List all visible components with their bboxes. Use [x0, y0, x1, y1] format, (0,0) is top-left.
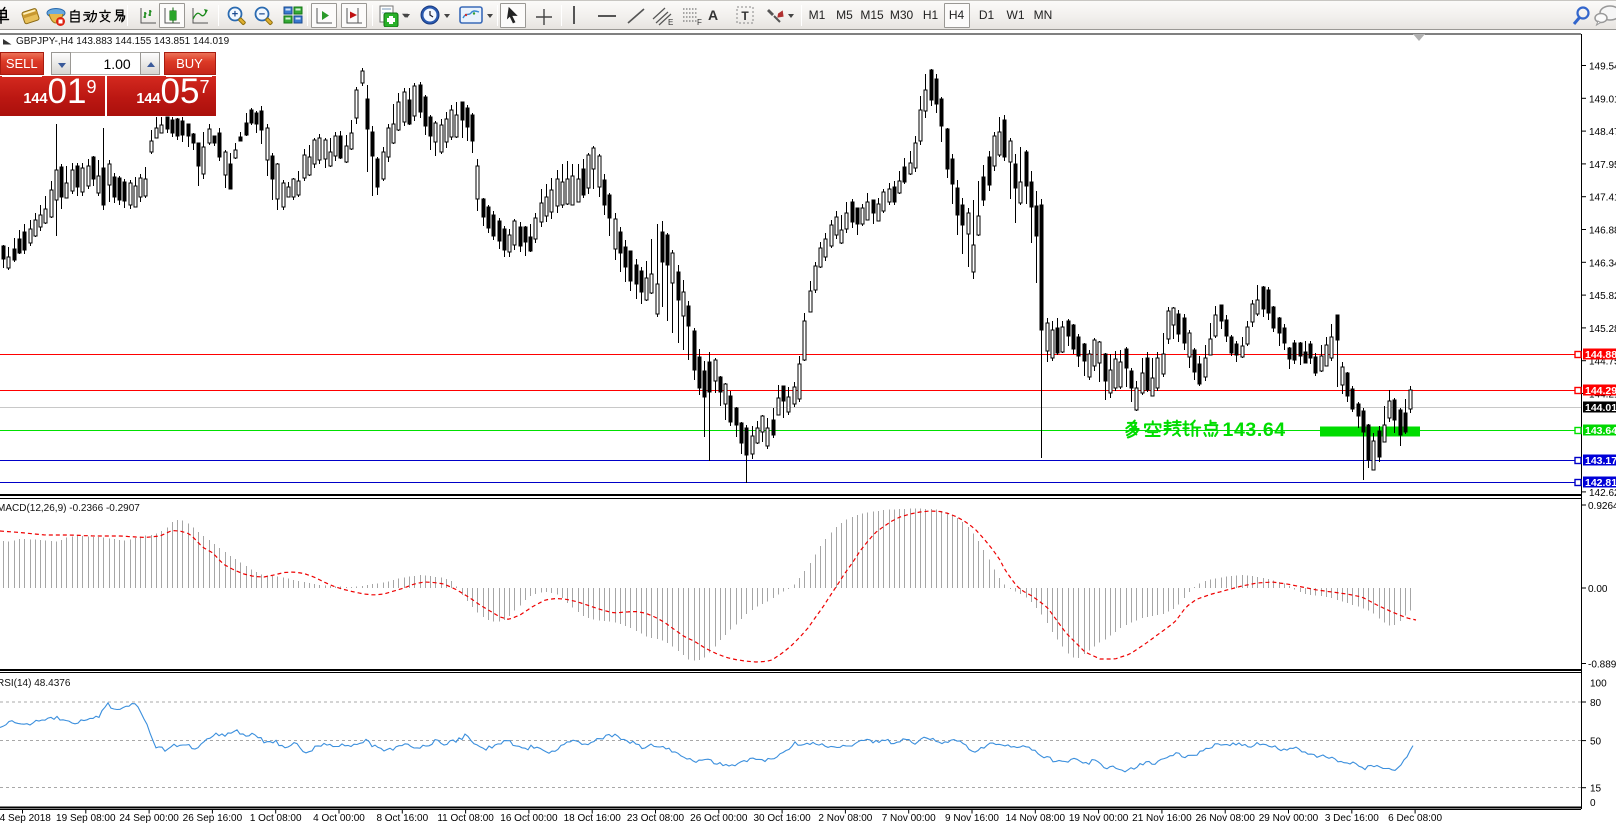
- svg-text:14 Nov 08:00: 14 Nov 08:00: [1006, 813, 1066, 824]
- svg-text:GBPJPY-,H4 143.883 144.155 14: GBPJPY-,H4 143.883 144.155 143.851 144.0…: [16, 36, 230, 47]
- svg-text:19 Nov 00:00: 19 Nov 00:00: [1069, 813, 1129, 824]
- svg-text:+: +: [232, 9, 238, 21]
- svg-text:24 Sep 00:00: 24 Sep 00:00: [119, 813, 179, 824]
- svg-text:145.283: 145.283: [1589, 324, 1616, 335]
- svg-text:144.750: 144.750: [1589, 357, 1616, 368]
- svg-text:7 Nov 00:00: 7 Nov 00:00: [882, 813, 936, 824]
- svg-text:143.645: 143.645: [1585, 425, 1616, 437]
- svg-text:23 Oct 08:00: 23 Oct 08:00: [627, 813, 685, 824]
- svg-text:4 Oct 00:00: 4 Oct 00:00: [313, 813, 365, 824]
- svg-text:9 Nov 16:00: 9 Nov 16:00: [945, 813, 999, 824]
- svg-text:148.475: 148.475: [1589, 127, 1616, 138]
- svg-text:16 Oct 00:00: 16 Oct 00:00: [500, 813, 558, 824]
- svg-text:14 Sep 2018: 14 Sep 2018: [0, 813, 51, 824]
- svg-text:1 Oct 08:00: 1 Oct 08:00: [250, 813, 302, 824]
- svg-text:T: T: [741, 9, 749, 23]
- svg-text:21 Nov 16:00: 21 Nov 16:00: [1132, 813, 1192, 824]
- svg-text:26 Oct 00:00: 26 Oct 00:00: [690, 813, 748, 824]
- svg-text:26 Nov 08:00: 26 Nov 08:00: [1195, 813, 1255, 824]
- svg-text:149.546: 149.546: [1589, 62, 1616, 73]
- svg-text:100: 100: [1590, 679, 1607, 690]
- svg-text:0.00: 0.00: [1588, 584, 1608, 595]
- svg-text:142.625: 142.625: [1589, 488, 1616, 499]
- svg-text:26 Sep 16:00: 26 Sep 16:00: [183, 813, 243, 824]
- svg-text:143.170: 143.170: [1585, 455, 1616, 467]
- svg-text:144.019: 144.019: [1585, 402, 1616, 414]
- svg-text:144.290: 144.290: [1585, 385, 1616, 397]
- svg-text:8 Oct 16:00: 8 Oct 16:00: [376, 813, 428, 824]
- svg-text:6 Dec 08:00: 6 Dec 08:00: [1388, 813, 1442, 824]
- svg-text:−: −: [259, 9, 265, 21]
- svg-text:30 Oct 16:00: 30 Oct 16:00: [753, 813, 811, 824]
- svg-text:146.343: 146.343: [1589, 258, 1616, 269]
- svg-text:3 Dec 16:00: 3 Dec 16:00: [1325, 813, 1379, 824]
- svg-text:29 Nov 00:00: 29 Nov 00:00: [1259, 813, 1319, 824]
- svg-text:0.9264: 0.9264: [1588, 501, 1616, 512]
- svg-text:145.820: 145.820: [1589, 291, 1616, 302]
- svg-text:F: F: [697, 18, 702, 26]
- svg-text:RSI(14) 48.4376: RSI(14) 48.4376: [0, 678, 71, 689]
- svg-text:146.883: 146.883: [1589, 226, 1616, 237]
- svg-text:2 Nov 08:00: 2 Nov 08:00: [818, 813, 872, 824]
- svg-text:18 Oct 16:00: 18 Oct 16:00: [564, 813, 622, 824]
- svg-text:147.410: 147.410: [1589, 193, 1616, 204]
- svg-text:80: 80: [1590, 698, 1602, 709]
- svg-text:-0.8899: -0.8899: [1588, 660, 1616, 671]
- svg-text:19 Sep 08:00: 19 Sep 08:00: [56, 813, 116, 824]
- svg-text:11 Oct 08:00: 11 Oct 08:00: [437, 813, 494, 824]
- svg-text:MACD(12,26,9) -0.2366 -0.2907: MACD(12,26,9) -0.2366 -0.2907: [0, 503, 140, 514]
- svg-text:143.64: 143.64: [1223, 419, 1286, 441]
- svg-text:144.883: 144.883: [1585, 349, 1616, 361]
- svg-text:50: 50: [1590, 737, 1602, 748]
- svg-text:0: 0: [1590, 798, 1596, 809]
- svg-text:149.015: 149.015: [1589, 94, 1616, 105]
- svg-text:147.950: 147.950: [1589, 160, 1616, 171]
- svg-text:142.815: 142.815: [1585, 477, 1616, 489]
- svg-text:E: E: [668, 18, 673, 26]
- svg-text:15: 15: [1590, 784, 1602, 795]
